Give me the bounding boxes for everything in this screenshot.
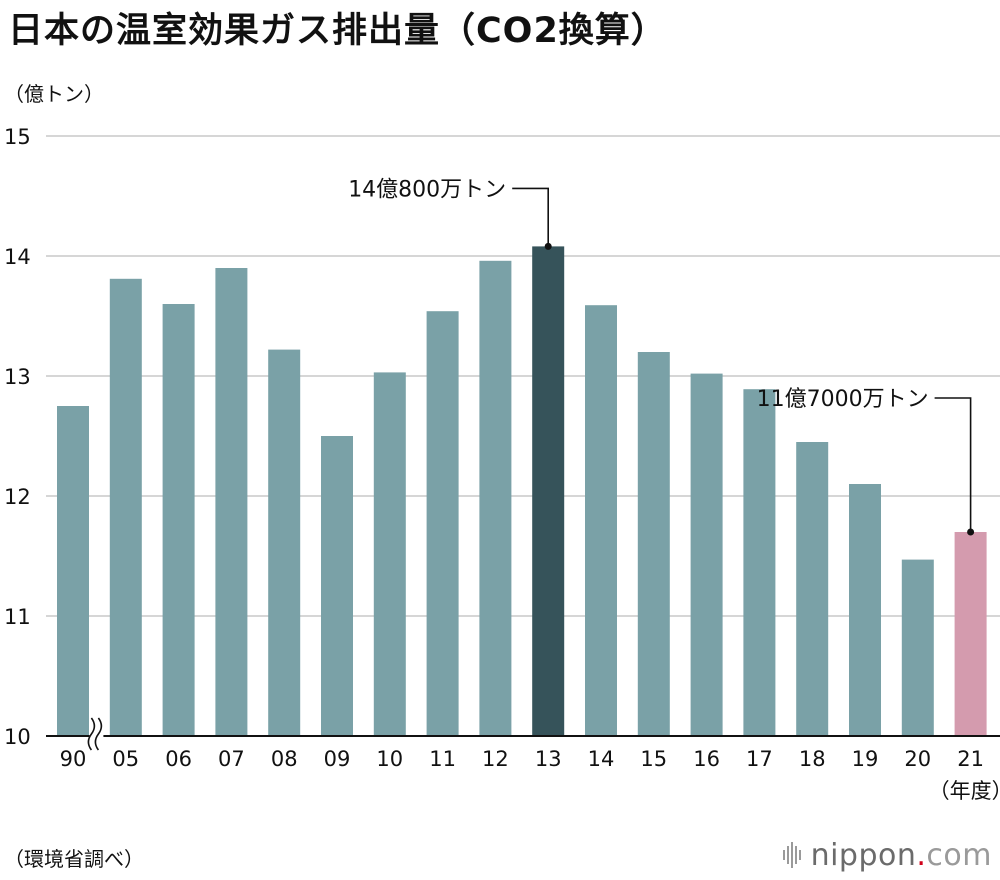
x-axis-label: （年度） (929, 779, 1000, 803)
bar-09 (321, 436, 353, 736)
x-tick-label-08: 08 (271, 747, 298, 771)
annotation-label-13: 14億800万トン (348, 177, 506, 202)
y-tick-label: 11 (4, 605, 31, 629)
brand-logo: nippon.com (782, 837, 992, 873)
x-tick-label-12: 12 (482, 747, 509, 771)
annotation-leader-21 (934, 397, 972, 532)
bar-06 (162, 304, 195, 736)
x-tick-label-07: 07 (218, 747, 245, 771)
bar-19 (849, 484, 881, 736)
bar-18 (796, 442, 829, 736)
y-tick-label: 15 (4, 125, 31, 149)
bar-21 (954, 532, 987, 736)
y-tick-label: 12 (4, 485, 31, 509)
x-tick-label-21: 21 (957, 747, 984, 771)
x-tick-label-15: 15 (640, 747, 667, 771)
bar-17 (743, 389, 776, 736)
annotation-dot-21 (967, 528, 975, 536)
x-tick-label-10: 10 (376, 747, 403, 771)
x-tick-label-09: 09 (324, 747, 351, 771)
annotation-dot-13 (544, 242, 552, 250)
bar-13 (532, 246, 565, 736)
y-tick-label: 13 (4, 365, 31, 389)
nippon-logo-bars-icon (782, 842, 801, 868)
x-tick-label-06: 06 (165, 747, 192, 771)
y-axis-unit-label: （億トン） (4, 82, 104, 106)
bar-10 (373, 372, 406, 736)
bar-11 (426, 311, 459, 736)
x-tick-label-14: 14 (588, 747, 615, 771)
x-tick-label-17: 17 (746, 747, 773, 771)
x-tick-label-18: 18 (799, 747, 826, 771)
x-tick-label-16: 16 (693, 747, 720, 771)
bar-07 (215, 268, 248, 736)
x-tick-label-20: 20 (904, 747, 931, 771)
bar-05 (109, 278, 142, 736)
chart-title: 日本の温室効果ガス排出量（CO2換算） (8, 11, 667, 51)
bar-15 (637, 352, 670, 736)
annotation-leader-13 (512, 187, 549, 247)
x-tick-label-05: 05 (112, 747, 139, 771)
x-tick-label-13: 13 (535, 747, 562, 771)
bar-14 (585, 305, 617, 736)
axis-break-mark (87, 717, 96, 751)
x-tick-label-19: 19 (852, 747, 879, 771)
y-tick-label: 14 (4, 245, 31, 269)
axis-break-mark (94, 717, 103, 751)
x-tick-label-11: 11 (429, 747, 456, 771)
source-note: （環境省調べ） (4, 847, 144, 871)
bar-16 (690, 373, 723, 736)
brand-wordmark: nippon.com (810, 837, 992, 873)
x-tick-label-90: 90 (60, 747, 87, 771)
bar-12 (479, 260, 512, 736)
y-tick-label: 10 (4, 725, 31, 749)
axis-break-mask (89, 714, 104, 754)
bar-20 (901, 559, 934, 736)
annotation-label-21: 11億7000万トン (757, 387, 929, 412)
bar-90 (57, 406, 89, 736)
bar-08 (268, 349, 301, 736)
